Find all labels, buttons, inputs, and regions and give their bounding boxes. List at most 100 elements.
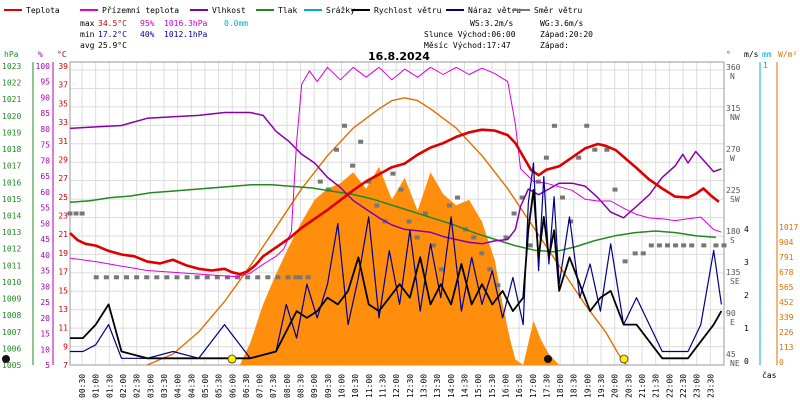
ms-tick-label: 2	[744, 291, 749, 300]
hpa-tick-label: 1016	[2, 178, 21, 187]
wind-direction-mark-69	[673, 243, 679, 248]
info-moonset: Západ:	[540, 41, 569, 50]
wm-axis-label: W/m²	[778, 50, 797, 59]
stats-max-label: max	[80, 19, 95, 28]
time-tick-label: 04:30	[187, 374, 196, 398]
wind-speed-line	[70, 189, 723, 360]
direction-tick-label: 45	[726, 350, 736, 359]
wind-direction-mark-61	[604, 147, 610, 152]
celsius-tick-label: 35	[58, 99, 68, 108]
wind-direction-mark-17	[235, 275, 241, 280]
wind-direction-mark-54	[543, 155, 549, 160]
direction-tick-label: 180	[726, 227, 741, 236]
wind-direction-mark-32	[366, 179, 372, 184]
direction-tick-label: 360	[726, 63, 741, 72]
wind-direction-mark-2	[79, 211, 85, 216]
wind-direction-mark-11	[174, 275, 180, 280]
wind-direction-mark-51	[519, 195, 525, 200]
time-tick-label: 03:00	[146, 374, 155, 398]
pct-tick-label: 70	[40, 156, 50, 165]
time-tick-label: 01:30	[105, 374, 114, 398]
wind-direction-mark-72	[701, 243, 707, 248]
time-tick-label: 06:30	[242, 374, 251, 398]
hpa-tick-label: 1011	[2, 261, 21, 270]
wind-direction-mark-13	[194, 275, 200, 280]
celsius-tick-label: 9	[63, 342, 68, 351]
wind-direction-mark-52	[527, 243, 533, 248]
celsius-tick-label: 19	[58, 249, 68, 258]
time-tick-label: 16:00	[501, 374, 510, 398]
hpa-tick-label: 1008	[2, 311, 21, 320]
wind-direction-mark-66	[648, 243, 654, 248]
celsius-tick-label: 39	[58, 62, 68, 71]
time-tick-label: 09:00	[310, 374, 319, 398]
wind-direction-mark-45	[471, 235, 477, 240]
time-tick-label: 15:30	[488, 374, 497, 398]
time-tick-label: 21:00	[638, 374, 647, 398]
pct-tick-label: 75	[40, 141, 50, 150]
pct-tick-label: 30	[40, 282, 50, 291]
chart-title: 16.8.2024	[368, 50, 430, 63]
wm-tick-label: 226	[779, 328, 794, 337]
mm-axis-label: mm	[762, 50, 772, 59]
hpa-tick-label: 1020	[2, 112, 21, 121]
temperature-line	[69, 128, 720, 276]
time-tick-label: 06:00	[228, 374, 237, 398]
time-tick-label: 03:30	[160, 374, 169, 398]
wind-direction-mark-67	[656, 243, 662, 248]
direction-tick-name: SE	[730, 277, 740, 286]
time-tick-label: 16:30	[515, 374, 524, 398]
wind-direction-mark-23	[293, 275, 299, 280]
wind-direction-mark-60	[592, 147, 598, 152]
wind-direction-mark-26	[317, 179, 323, 184]
legend-label-4: Srážky	[326, 6, 355, 15]
wind-direction-mark-5	[113, 275, 119, 280]
stats-avg-temp: 25.9°C	[98, 41, 127, 50]
time-tick-label: 08:00	[283, 374, 292, 398]
wind-direction-mark-47	[487, 267, 493, 272]
wind-direction-mark-12	[184, 275, 190, 280]
hpa-tick-label: 1018	[2, 145, 21, 154]
wind-direction-mark-30	[350, 163, 356, 168]
wind-direction-mark-41	[438, 267, 444, 272]
sunset-icon	[619, 354, 629, 364]
legend-label-0: Teplota	[26, 6, 60, 15]
pct-tick-label: 90	[40, 93, 50, 102]
wind-direction-mark-16	[224, 275, 230, 280]
wind-direction-mark-55	[551, 123, 557, 128]
pct-tick-label: 35	[40, 267, 50, 276]
time-tick-label: 05:00	[201, 374, 210, 398]
wind-direction-mark-25	[305, 275, 311, 280]
wind-direction-mark-40	[430, 243, 436, 248]
hpa-tick-label: 1023	[2, 62, 21, 71]
wind-direction-mark-21	[275, 275, 281, 280]
wind-direction-mark-59	[584, 123, 590, 128]
pressure-line	[69, 184, 716, 253]
pct-tick-label: 80	[40, 125, 50, 134]
celsius-tick-label: 27	[58, 174, 68, 183]
wind-direction-mark-36	[398, 187, 404, 192]
wind-direction-mark-14	[204, 275, 210, 280]
wind-direction-mark-9	[154, 275, 160, 280]
direction-tick-name: W	[730, 154, 735, 163]
hpa-tick-label: 1010	[2, 278, 21, 287]
wind-direction-mark-20	[265, 275, 271, 280]
direction-tick-name: S	[730, 236, 735, 245]
time-tick-label: 11:00	[365, 374, 374, 398]
wind-direction-mark-46	[479, 251, 485, 256]
wind-direction-mark-48	[495, 283, 501, 288]
info-block: WS:3.2m/s WG:3.6m/s Slunce Východ:06:00 …	[424, 19, 593, 50]
time-tick-label: 23:30	[706, 374, 715, 398]
time-tick-label: 07:30	[269, 374, 278, 398]
celsius-tick-label: 15	[58, 286, 68, 295]
time-tick-label: 21:30	[652, 374, 661, 398]
time-tick-label: 02:30	[133, 374, 142, 398]
wind-direction-mark-58	[576, 155, 582, 160]
hpa-tick-label: 1005	[2, 361, 21, 370]
pct-tick-label: 45	[40, 235, 50, 244]
time-axis: 00:30 01:00 01:30 02:00 02:30 03:00 03:30 04:00…	[78, 374, 715, 398]
wind-direction-mark-29	[342, 123, 348, 128]
celsius-axis-label: °C	[57, 50, 67, 59]
wm-tick-label: 904	[779, 238, 794, 247]
